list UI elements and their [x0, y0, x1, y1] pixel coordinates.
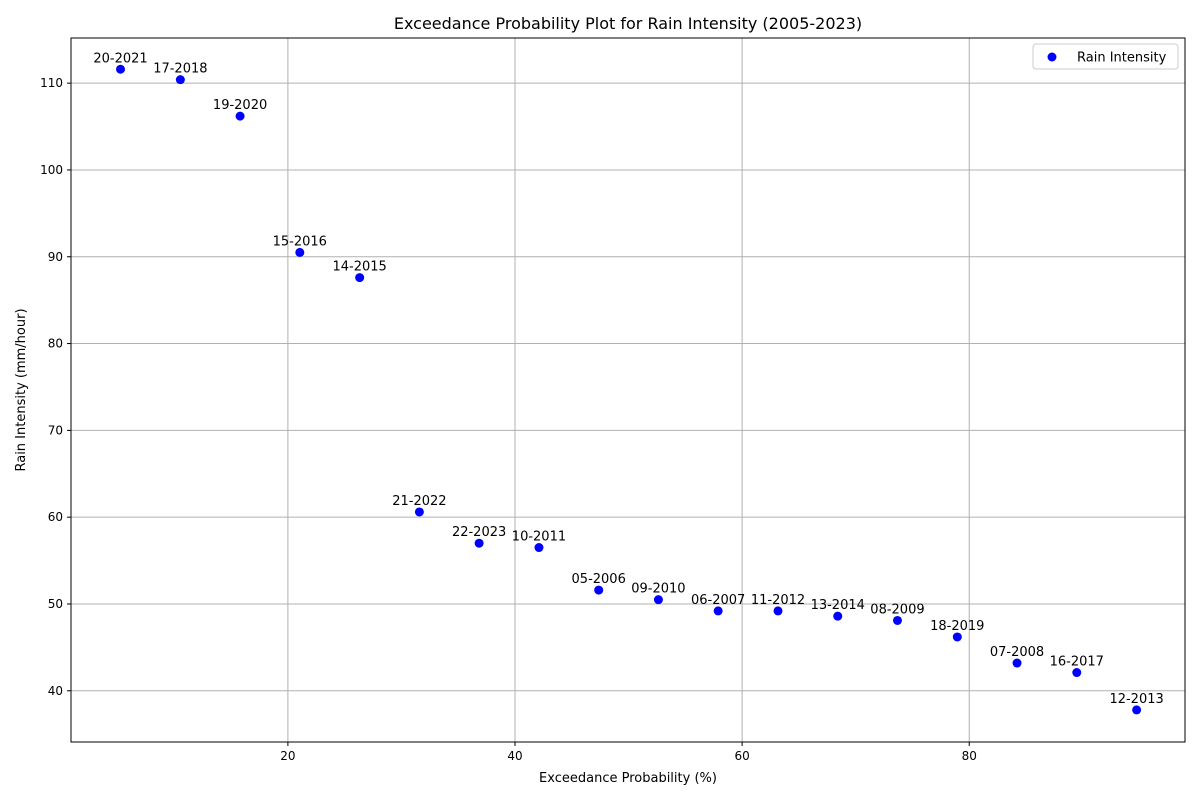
ticks: 20 40 60 80 40 50 60 70 80 90 100 110 — [40, 76, 977, 763]
x-tick-label: 20 — [280, 749, 295, 763]
y-tick-label: 100 — [40, 163, 63, 177]
data-point — [534, 543, 544, 553]
data-point — [1012, 658, 1022, 668]
data-label: 12-2013 — [1109, 692, 1163, 707]
data-point — [355, 273, 365, 283]
data-label: 08-2009 — [870, 602, 924, 617]
data-label: 10-2011 — [512, 530, 566, 545]
data-label: 15-2016 — [273, 234, 327, 249]
data-point — [773, 606, 783, 616]
grid — [71, 38, 1185, 742]
data-label: 11-2012 — [751, 593, 805, 608]
legend-box — [1032, 43, 1179, 70]
data-label: 17-2018 — [153, 62, 207, 77]
data-point — [414, 507, 424, 517]
data-point — [952, 632, 962, 642]
data-label: 14-2015 — [332, 260, 386, 275]
data-point — [175, 75, 185, 85]
data-point — [116, 64, 126, 74]
chart-title: Exceedance Probability Plot for Rain Int… — [394, 14, 862, 33]
x-axis-label: Exceedance Probability (%) — [539, 771, 717, 786]
data-label: 07-2008 — [990, 645, 1044, 660]
legend-marker — [1047, 52, 1057, 62]
data-point — [594, 585, 604, 595]
plot-frame — [70, 37, 1186, 743]
data-label: 20-2021 — [93, 51, 147, 66]
data-point — [653, 595, 663, 605]
data-label: 18-2019 — [930, 619, 984, 634]
y-tick-label: 60 — [48, 510, 63, 524]
data-point — [474, 538, 484, 548]
x-tick-label: 60 — [734, 749, 749, 763]
legend: Rain Intensity — [1032, 43, 1179, 70]
y-tick-label: 110 — [40, 76, 63, 90]
data-point — [235, 111, 245, 121]
data-label: 16-2017 — [1050, 655, 1104, 670]
data-label: 06-2007 — [691, 593, 745, 608]
y-tick-label: 50 — [48, 597, 63, 611]
y-tick-label: 90 — [48, 250, 63, 264]
data-point — [892, 615, 902, 625]
data-label: 09-2010 — [631, 582, 685, 597]
data-point — [1132, 705, 1142, 715]
y-tick-label: 70 — [48, 423, 63, 437]
data-points: 20-2021 17-2018 19-2020 15-2016 14-2015 21-20… — [93, 51, 1164, 715]
data-label: 13-2014 — [811, 598, 865, 613]
data-label: 21-2022 — [392, 494, 446, 509]
data-label: 22-2023 — [452, 525, 506, 540]
data-point — [1072, 668, 1082, 678]
data-point — [833, 611, 843, 621]
x-tick-label: 40 — [507, 749, 522, 763]
y-axis-label: Rain Intensity (mm/hour) — [14, 308, 29, 471]
y-tick-label: 80 — [48, 337, 63, 351]
data-label: 05-2006 — [572, 572, 626, 587]
data-label: 19-2020 — [213, 98, 267, 113]
data-point — [713, 606, 723, 616]
legend-label: Rain Intensity — [1077, 51, 1167, 66]
x-tick-label: 80 — [962, 749, 977, 763]
data-point — [295, 247, 305, 257]
y-tick-label: 40 — [48, 684, 63, 698]
